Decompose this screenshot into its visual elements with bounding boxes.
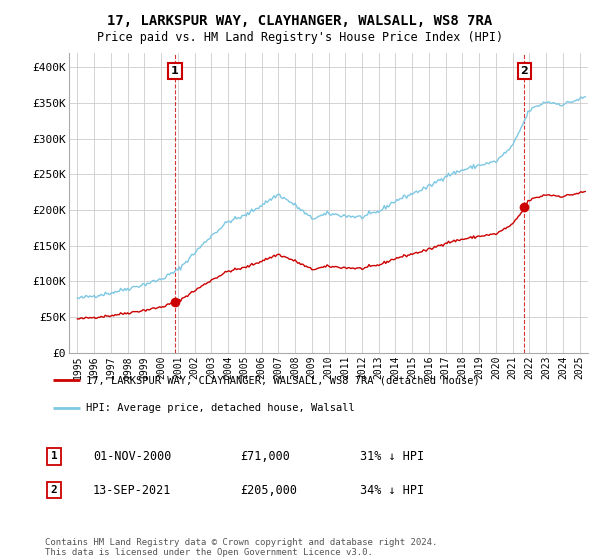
Text: 01-NOV-2000: 01-NOV-2000 (93, 450, 172, 463)
Text: Price paid vs. HM Land Registry's House Price Index (HPI): Price paid vs. HM Land Registry's House … (97, 31, 503, 44)
Text: 34% ↓ HPI: 34% ↓ HPI (360, 483, 424, 497)
Text: HPI: Average price, detached house, Walsall: HPI: Average price, detached house, Wals… (86, 403, 354, 413)
Text: 13-SEP-2021: 13-SEP-2021 (93, 483, 172, 497)
Text: £71,000: £71,000 (240, 450, 290, 463)
Text: 31% ↓ HPI: 31% ↓ HPI (360, 450, 424, 463)
Text: 2: 2 (50, 485, 58, 495)
Text: 1: 1 (171, 66, 179, 76)
Text: Contains HM Land Registry data © Crown copyright and database right 2024.
This d: Contains HM Land Registry data © Crown c… (45, 538, 437, 557)
Text: £205,000: £205,000 (240, 483, 297, 497)
Text: 17, LARKSPUR WAY, CLAYHANGER, WALSALL, WS8 7RA: 17, LARKSPUR WAY, CLAYHANGER, WALSALL, W… (107, 14, 493, 28)
Text: 1: 1 (50, 451, 58, 461)
Text: 2: 2 (521, 66, 528, 76)
Text: 17, LARKSPUR WAY, CLAYHANGER, WALSALL, WS8 7RA (detached house): 17, LARKSPUR WAY, CLAYHANGER, WALSALL, W… (86, 375, 479, 385)
